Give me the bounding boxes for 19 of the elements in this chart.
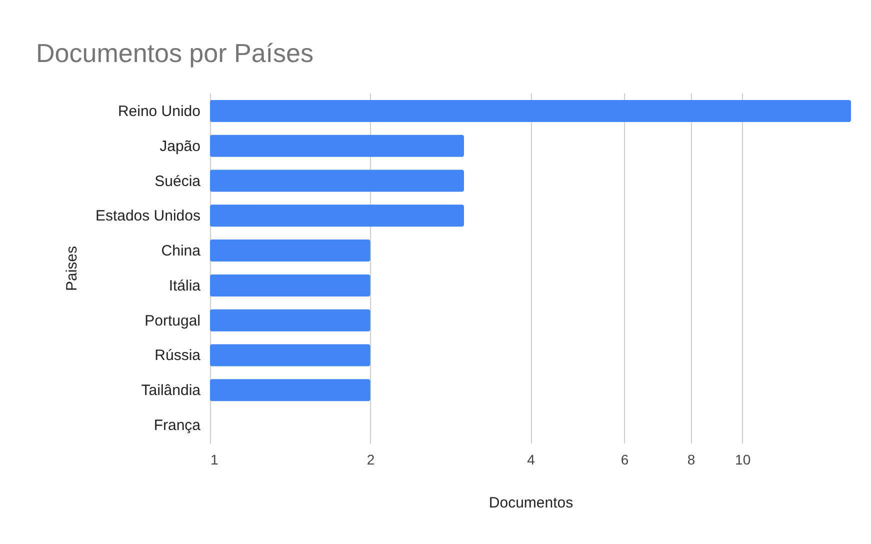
x-tick-label: 6 [620, 452, 629, 468]
x-axis-title: Documentos [488, 494, 574, 512]
y-tick-label: Reino Unido [118, 102, 200, 120]
y-tick-label: Itália [168, 277, 202, 294]
y-axis-title: Paises [63, 246, 80, 292]
y-tick-label: Japão [160, 138, 200, 155]
x-tick-label: 8 [687, 452, 696, 468]
y-tick-label: Portugal [144, 312, 200, 330]
y-tick-label: Suécia [154, 172, 202, 190]
x-tick-label: 1 [210, 452, 218, 468]
chart-title: Documentos por Países [36, 38, 314, 68]
y-tick-label: China [161, 242, 202, 260]
y-tick-label: Rússia [154, 347, 202, 364]
x-tick-label: 2 [366, 452, 375, 468]
x-tick-label: 10 [735, 452, 751, 468]
y-tick-label: Estados Unidos [95, 208, 200, 225]
x-tick-label: 4 [527, 452, 536, 468]
y-tick-label: França [154, 417, 202, 434]
y-tick-label: Tailândia [141, 382, 202, 400]
